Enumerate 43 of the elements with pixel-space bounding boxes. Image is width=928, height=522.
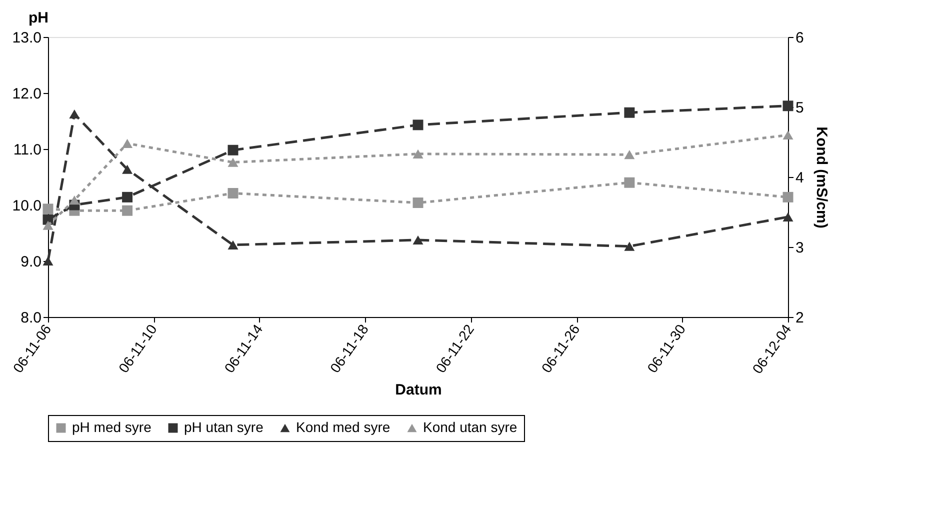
point xyxy=(782,192,794,202)
point xyxy=(412,235,424,245)
x-axis-title: Datum xyxy=(395,381,442,398)
y2-tick-label: 3 xyxy=(796,240,804,256)
y-tick-label: 11.0 xyxy=(13,142,42,158)
y-tick-label: 9.0 xyxy=(20,254,42,270)
legend-label: pH med syre xyxy=(72,419,152,435)
point xyxy=(69,196,80,205)
point xyxy=(122,192,133,202)
y2-tick-label: 6 xyxy=(796,30,804,46)
point xyxy=(412,198,424,208)
point xyxy=(624,177,635,188)
y-tick-label: 10.0 xyxy=(12,198,42,214)
legend-label: pH utan syre xyxy=(184,419,264,435)
point xyxy=(228,240,238,250)
point xyxy=(122,138,133,148)
point xyxy=(782,100,794,112)
point xyxy=(42,220,54,230)
point xyxy=(69,109,80,119)
y2-axis-title: Kond (mS/cm) xyxy=(812,126,830,228)
point xyxy=(412,149,424,158)
point xyxy=(228,158,238,167)
point xyxy=(42,256,54,266)
point xyxy=(228,144,238,156)
y2-tick-label: 4 xyxy=(796,170,804,186)
y-tick-label: 13.0 xyxy=(12,30,42,46)
point xyxy=(624,150,635,160)
point xyxy=(42,204,54,214)
legend-label: Kond med syre xyxy=(296,419,390,435)
y-tick-label: 8.0 xyxy=(20,310,42,326)
point xyxy=(624,242,635,251)
y-axis-title: pH xyxy=(28,10,48,26)
point xyxy=(624,107,635,118)
point xyxy=(228,188,238,198)
y2-tick-label: 2 xyxy=(796,310,804,326)
point xyxy=(412,120,424,130)
y2-tick-label: 5 xyxy=(796,100,804,116)
point xyxy=(782,212,794,222)
point xyxy=(122,164,133,174)
point xyxy=(782,130,794,140)
legend-label: Kond utan syre xyxy=(423,419,518,435)
point xyxy=(122,205,133,216)
y-tick-label: 12.0 xyxy=(12,86,42,102)
